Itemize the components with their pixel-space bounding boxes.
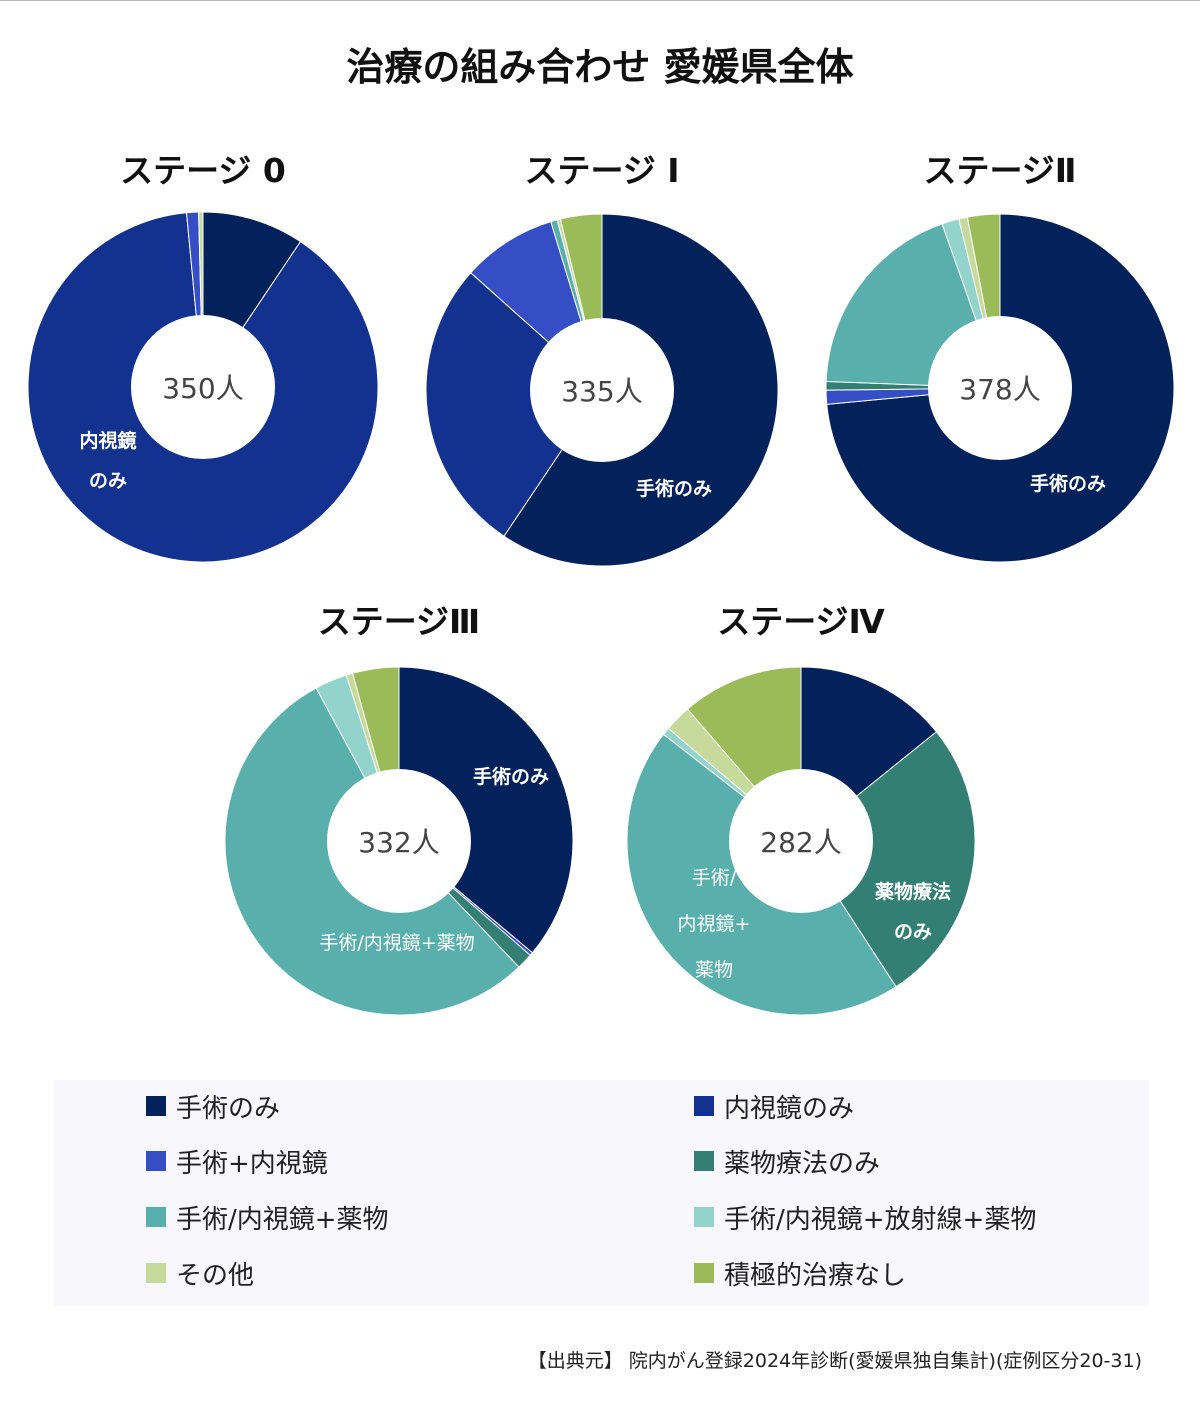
- legend-swatch: [146, 1151, 166, 1171]
- donut-hole: [729, 769, 873, 913]
- page-title: 治療の組み合わせ 愛媛県全体: [346, 45, 854, 89]
- legend-item-no-treatment: 積極的治療なし: [694, 1255, 906, 1291]
- legend-label: 薬物療法のみ: [724, 1148, 881, 1179]
- legend-item-drug-only: 薬物療法のみ: [694, 1143, 880, 1179]
- legend-item-other: その他: [146, 1255, 254, 1291]
- legend-label: 手術のみ: [176, 1093, 281, 1124]
- source-note: 【出典元】 院内がん登録2024年診断(愛媛県独自集計)(症例区分20-31): [527, 1350, 1142, 1372]
- donut-hole: [131, 315, 275, 459]
- chart-title: ステージⅣ: [717, 602, 885, 641]
- legend-item-surgery-endoscopy: 手術+内視鏡: [146, 1143, 328, 1179]
- slice-label: 手術/内視鏡+薬物: [678, 867, 751, 981]
- legend-swatch: [694, 1207, 714, 1227]
- legend: 手術のみ 内視鏡のみ 手術+内視鏡 薬物療法のみ 手術/内視鏡+薬物 手術/内視…: [54, 1080, 1149, 1306]
- legend-item-surgery-radiation-drug: 手術/内視鏡+放射線+薬物: [694, 1199, 1036, 1235]
- legend-swatch: [146, 1207, 166, 1227]
- chart-title: ステージ 0: [120, 151, 286, 190]
- legend-item-surgery-drug: 手術/内視鏡+薬物: [146, 1199, 389, 1235]
- legend-label: 内視鏡のみ: [724, 1093, 855, 1124]
- pie-slice-drug-only: [800, 731, 976, 988]
- legend-label: 積極的治療なし: [724, 1260, 907, 1291]
- legend-swatch: [694, 1263, 714, 1283]
- slice-label: 内視鏡のみ: [79, 429, 136, 492]
- slice-label: 手術のみ: [636, 477, 712, 500]
- slice-label: 手術/内視鏡+薬物: [319, 932, 474, 954]
- legend-swatch: [694, 1151, 714, 1171]
- slice-label: 手術のみ: [1030, 472, 1106, 495]
- legend-label: 手術/内視鏡+薬物: [176, 1204, 389, 1235]
- pie-slice-endoscopy-only: [425, 272, 603, 537]
- legend-item-surgery-only: 手術のみ: [146, 1088, 280, 1124]
- slice-label: 薬物療法のみ: [874, 880, 951, 943]
- center-total-label: 282人: [760, 826, 841, 859]
- donut-hole: [327, 769, 471, 913]
- center-total-label: 378人: [959, 373, 1040, 406]
- chart-title: ステージ I: [524, 151, 679, 190]
- donut-hole: [530, 318, 674, 462]
- slice-label: 手術のみ: [473, 765, 549, 788]
- legend-label: その他: [176, 1260, 255, 1291]
- top-border-line: [0, 0, 1200, 1]
- donut-hole: [928, 316, 1072, 460]
- pie-slice-surgery-only: [398, 666, 574, 954]
- chart-title: ステージⅢ: [318, 602, 481, 641]
- center-total-label: 335人: [561, 375, 642, 408]
- legend-swatch: [694, 1096, 714, 1116]
- center-total-label: 332人: [358, 826, 439, 859]
- legend-item-endoscopy-only: 内視鏡のみ: [694, 1088, 854, 1124]
- legend-swatch: [146, 1263, 166, 1283]
- legend-label: 手術+内視鏡: [176, 1148, 328, 1179]
- legend-swatch: [146, 1096, 166, 1116]
- legend-label: 手術/内視鏡+放射線+薬物: [724, 1204, 1037, 1235]
- center-total-label: 350人: [162, 372, 243, 405]
- chart-title: ステージⅡ: [923, 151, 1076, 190]
